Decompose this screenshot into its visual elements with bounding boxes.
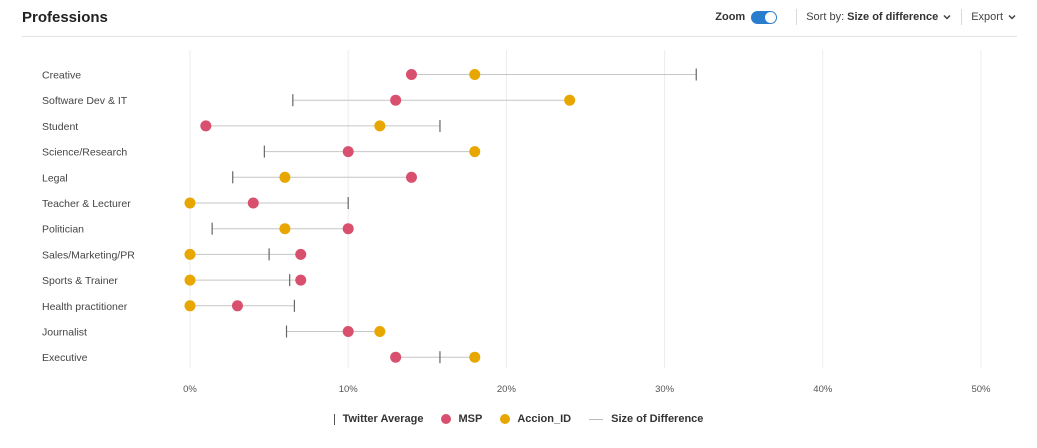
chart-row: Health practitioner [42,299,296,313]
chart-row: Creative [42,68,697,82]
sort-value: Size of difference [847,11,939,23]
msp-point [295,248,307,260]
accion-id-point [184,248,196,260]
accion-id-point [374,120,386,132]
msp-point [200,120,212,132]
chart-row: Software Dev & IT [42,94,576,107]
msp-point [295,274,307,286]
chart-row: Science/Research [42,145,481,159]
category-label: Journalist [42,327,87,339]
category-label: Sales/Marketing/PR [42,249,135,261]
accion-id-point [184,274,196,286]
category-label: Student [42,121,78,133]
accion-id-point [184,300,196,312]
tick-mark-icon [333,413,335,425]
legend-label: MSP [458,413,483,425]
circle-icon [441,414,452,424]
export-dropdown[interactable]: Export [971,11,1017,23]
msp-point [405,69,417,80]
export-label: Export [971,11,1003,23]
chart-legend: Twitter Average MSP Accion_ID Size of Di… [0,413,1037,425]
legend-label: Twitter Average [342,413,424,425]
chart-row: Politician [42,222,354,236]
accion-id-point [564,94,576,106]
msp-point [342,326,354,337]
accion-id-point [469,69,481,80]
category-label: Software Dev & IT [42,95,128,107]
chart-row: Student [42,119,441,133]
chart-controls: Zoom Sort by: Size of difference Export [715,9,1017,25]
legend-item-size-of-difference[interactable]: Size of Difference [589,413,703,425]
chart-row: Teacher & Lecturer [42,197,349,210]
legend-item-accion-id[interactable]: Accion_ID [500,413,571,425]
category-label: Sports & Trainer [42,275,118,287]
toggle-knob [765,11,777,23]
category-label: Creative [42,70,81,82]
accion-id-point [279,171,291,183]
chart-header: Professions Zoom Sort by: Size of differ… [22,0,1017,37]
msp-point [247,197,259,209]
chart-row: Journalist [42,325,386,339]
chart-row: Executive [42,351,481,364]
page-title: Professions [22,9,108,26]
gridlines [189,50,982,368]
dumbbell-chart: Creative Software Dev & IT Student Science/… [42,50,991,395]
x-axis-ticks: 0% 10% 20% 30% 40% 50% [183,384,991,395]
category-label: Legal [42,172,68,184]
divider [961,9,963,25]
accion-id-point [469,146,481,158]
chart-row: Sales/Marketing/PR [42,248,307,261]
zoom-toggle[interactable] [751,10,778,24]
chart-rows: Creative Software Dev & IT Student Science/… [42,68,697,364]
sort-dropdown[interactable]: Sort by: Size of difference [806,11,952,23]
x-tick-label: 30% [655,384,675,395]
category-label: Executive [42,352,88,364]
category-label: Politician [42,224,84,236]
msp-point [231,300,243,312]
legend-item-msp[interactable]: MSP [441,413,482,425]
accion-id-point [279,223,291,235]
zoom-label: Zoom [715,11,746,23]
legend-item-twitter-average[interactable]: Twitter Average [333,413,424,425]
chart-row: Legal [42,171,417,184]
msp-point [342,223,354,235]
legend-label: Size of Difference [611,413,704,425]
sort-prefix: Sort by: [806,11,845,23]
circle-icon [500,414,511,424]
msp-point [390,351,402,363]
msp-point [390,94,402,106]
chevron-down-icon [1008,14,1016,20]
x-tick-label: 50% [971,384,991,395]
x-tick-label: 40% [813,384,833,395]
x-tick-label: 20% [497,384,517,395]
legend-label: Accion_ID [517,413,572,425]
category-label: Health practitioner [42,301,128,313]
accion-id-point [374,326,386,337]
accion-id-point [469,351,481,363]
chart-row: Sports & Trainer [42,274,307,287]
msp-point [342,146,354,158]
x-tick-label: 10% [339,384,359,395]
category-label: Science/Research [42,147,127,159]
msp-point [405,171,417,183]
category-label: Teacher & Lecturer [42,198,131,210]
chevron-down-icon [943,14,951,20]
x-tick-label: 0% [183,384,197,395]
line-icon [589,418,604,420]
divider [796,9,798,25]
accion-id-point [184,197,196,209]
